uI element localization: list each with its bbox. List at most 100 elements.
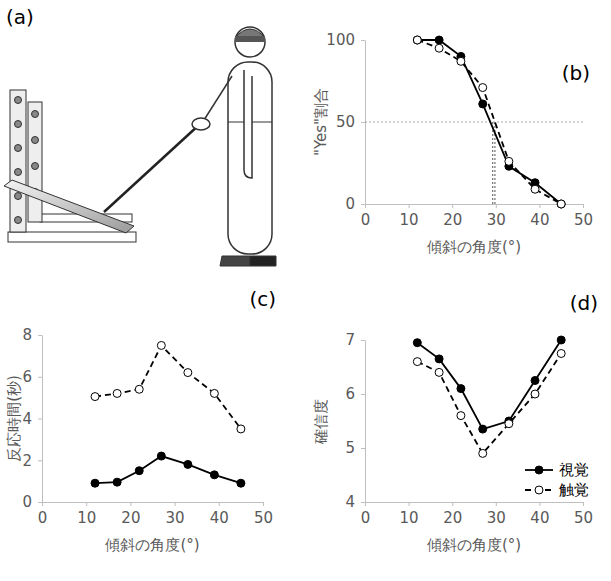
tick: 40 [530, 204, 549, 229]
tick-label: 50 [574, 509, 593, 527]
data-point [457, 412, 465, 420]
y-axis-title: 確信度 [312, 399, 330, 445]
panel-label: (c) [249, 287, 276, 311]
tick-mark [361, 448, 365, 449]
tick: 30 [487, 204, 506, 229]
data-point [113, 478, 121, 486]
tick: 20 [443, 204, 462, 229]
tick-mark [361, 122, 365, 123]
figure: (a)01020304050050100傾斜の角度(°)"Yes"割合(b)01… [0, 0, 611, 581]
person-hand [192, 118, 210, 130]
tick-label: 50 [254, 509, 273, 527]
tick-label: 40 [530, 509, 549, 527]
apparatus-peg [32, 163, 39, 170]
data-point [557, 350, 565, 358]
data-point [557, 336, 565, 344]
tick: 50 [574, 502, 593, 527]
tick-mark [263, 502, 264, 506]
tick-label: 4 [22, 410, 32, 428]
tick-mark [361, 394, 365, 395]
data-point [91, 479, 99, 487]
tick-mark [175, 502, 176, 506]
data-point [531, 377, 539, 385]
tick: 0 [345, 195, 365, 213]
series-line [417, 340, 561, 429]
data-point [457, 57, 465, 65]
data-point [413, 339, 421, 347]
legend: 視覚触覚 [525, 461, 589, 499]
data-point [413, 36, 421, 44]
legend-marker [535, 466, 543, 474]
chart: 01020304050050100傾斜の角度(°)"Yes"割合(b) [312, 31, 593, 256]
tick-label: 100 [326, 31, 355, 49]
x-axis-title: 傾斜の角度(°) [427, 536, 521, 554]
tick: 20 [121, 502, 140, 527]
data-point [237, 479, 245, 487]
tick-label: 10 [400, 211, 419, 229]
axis-line [366, 502, 584, 503]
tick: 6 [22, 368, 42, 386]
person-shoe [220, 256, 250, 266]
axis-line [365, 341, 366, 503]
series-line [95, 345, 241, 429]
apparatus-peg [15, 169, 22, 176]
data-point [557, 200, 565, 208]
tick-label: 30 [166, 509, 185, 527]
tick-label: 20 [121, 509, 140, 527]
apparatus-base [8, 232, 136, 242]
tick: 8 [22, 326, 42, 344]
tick-label: 0 [345, 195, 355, 213]
apparatus-peg [32, 137, 39, 144]
panel-label: (d) [570, 291, 598, 315]
tick-label: 10 [77, 509, 96, 527]
tick-mark [86, 502, 87, 506]
x-axis-title: 傾斜の角度(°) [105, 536, 199, 554]
tick: 20 [443, 502, 462, 527]
tick: 10 [400, 502, 419, 527]
chart: 0102030405002468傾斜の角度(°)反応時間(秒)(c) [5, 287, 276, 554]
person-arm [244, 70, 252, 178]
tick-mark [219, 502, 220, 506]
tick-label: 0 [38, 509, 48, 527]
tick-label: 6 [22, 368, 32, 386]
data-point [479, 100, 487, 108]
tick-mark [539, 204, 540, 208]
data-point [505, 157, 513, 165]
apparatus-plank [4, 180, 134, 233]
tick: 30 [487, 502, 506, 527]
legend-label: 触覚 [559, 481, 589, 499]
tick-mark [452, 502, 453, 506]
data-point [413, 36, 421, 44]
tick-mark [583, 502, 584, 506]
tick-label: 10 [400, 509, 419, 527]
apparatus-peg [15, 97, 22, 104]
apparatus-peg [15, 121, 22, 128]
tick-mark [42, 502, 43, 506]
data-point [435, 44, 443, 52]
y-axis: 02468 [22, 326, 42, 511]
reference-line [365, 122, 583, 123]
data-point [413, 358, 421, 366]
plot-area [91, 341, 245, 487]
y-axis: 4567 [345, 331, 365, 511]
tick-mark [409, 502, 410, 506]
tick: 4 [345, 493, 365, 511]
tick: 0 [22, 493, 42, 511]
tick: 0 [38, 502, 48, 527]
y-axis: 050100 [326, 31, 365, 213]
tick-label: 40 [210, 509, 229, 527]
tick: 50 [574, 204, 593, 229]
plot-area [413, 336, 565, 457]
illustration: (a) [4, 5, 276, 266]
tick: 100 [326, 31, 365, 49]
axis-line [366, 204, 584, 205]
data-point [113, 389, 121, 397]
data-point [435, 355, 443, 363]
tick: 0 [361, 502, 371, 527]
apparatus-frame [10, 90, 26, 232]
tick-label: 8 [22, 326, 32, 344]
data-point [91, 393, 99, 401]
legend-marker [535, 486, 543, 494]
legend-label: 視覚 [559, 461, 589, 479]
data-point [505, 420, 513, 428]
